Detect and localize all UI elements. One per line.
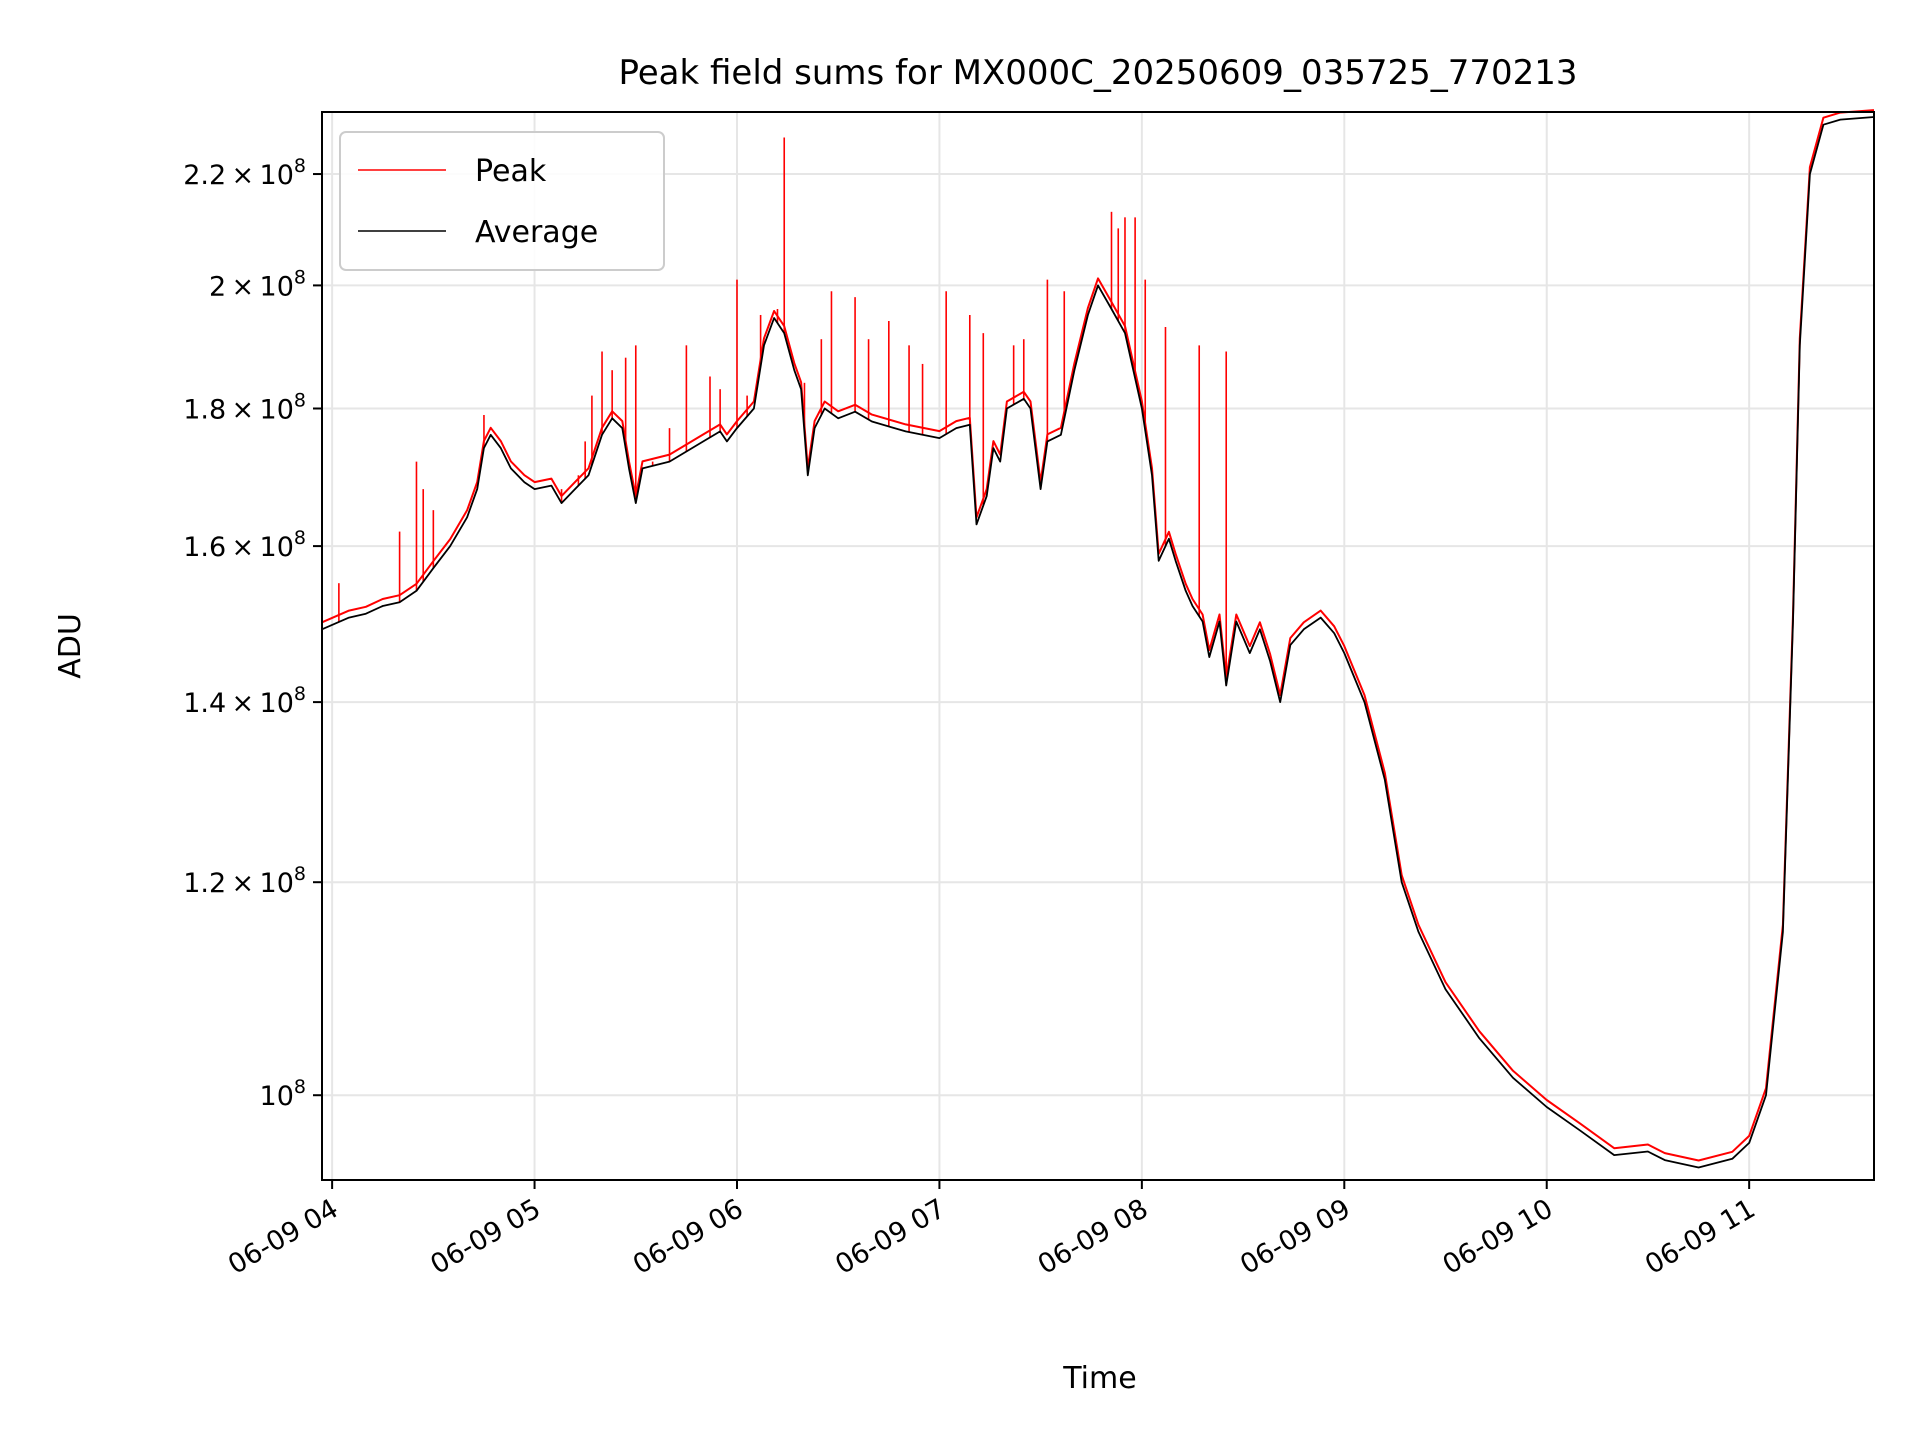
chart-title: Peak field sums for MX000C_20250609_0357… xyxy=(618,53,1577,93)
legend-box xyxy=(339,131,665,271)
y-tick-label: 2.2 × 108 xyxy=(183,155,306,191)
legend-label-average: Average xyxy=(475,215,598,250)
plot-frame xyxy=(321,111,1875,1181)
x-axis-label: Time xyxy=(1062,1361,1136,1396)
y-tick-label: 108 xyxy=(260,1076,306,1112)
y-tick-label: 1.4 × 108 xyxy=(183,683,306,719)
y-axis-label: ADU xyxy=(53,613,88,679)
average-series-line xyxy=(321,116,1875,1169)
y-tick-label: 1.6 × 108 xyxy=(183,527,306,563)
peak-series-line xyxy=(321,109,1875,1162)
legend-label-peak: Peak xyxy=(475,154,547,189)
y-tick-label: 1.2 × 108 xyxy=(183,863,306,899)
plot-series xyxy=(321,109,1875,1169)
y-tick-label: 2 × 108 xyxy=(209,266,306,302)
y-tick-label: 1.8 × 108 xyxy=(183,389,306,425)
legend: Peak Average xyxy=(339,131,665,271)
